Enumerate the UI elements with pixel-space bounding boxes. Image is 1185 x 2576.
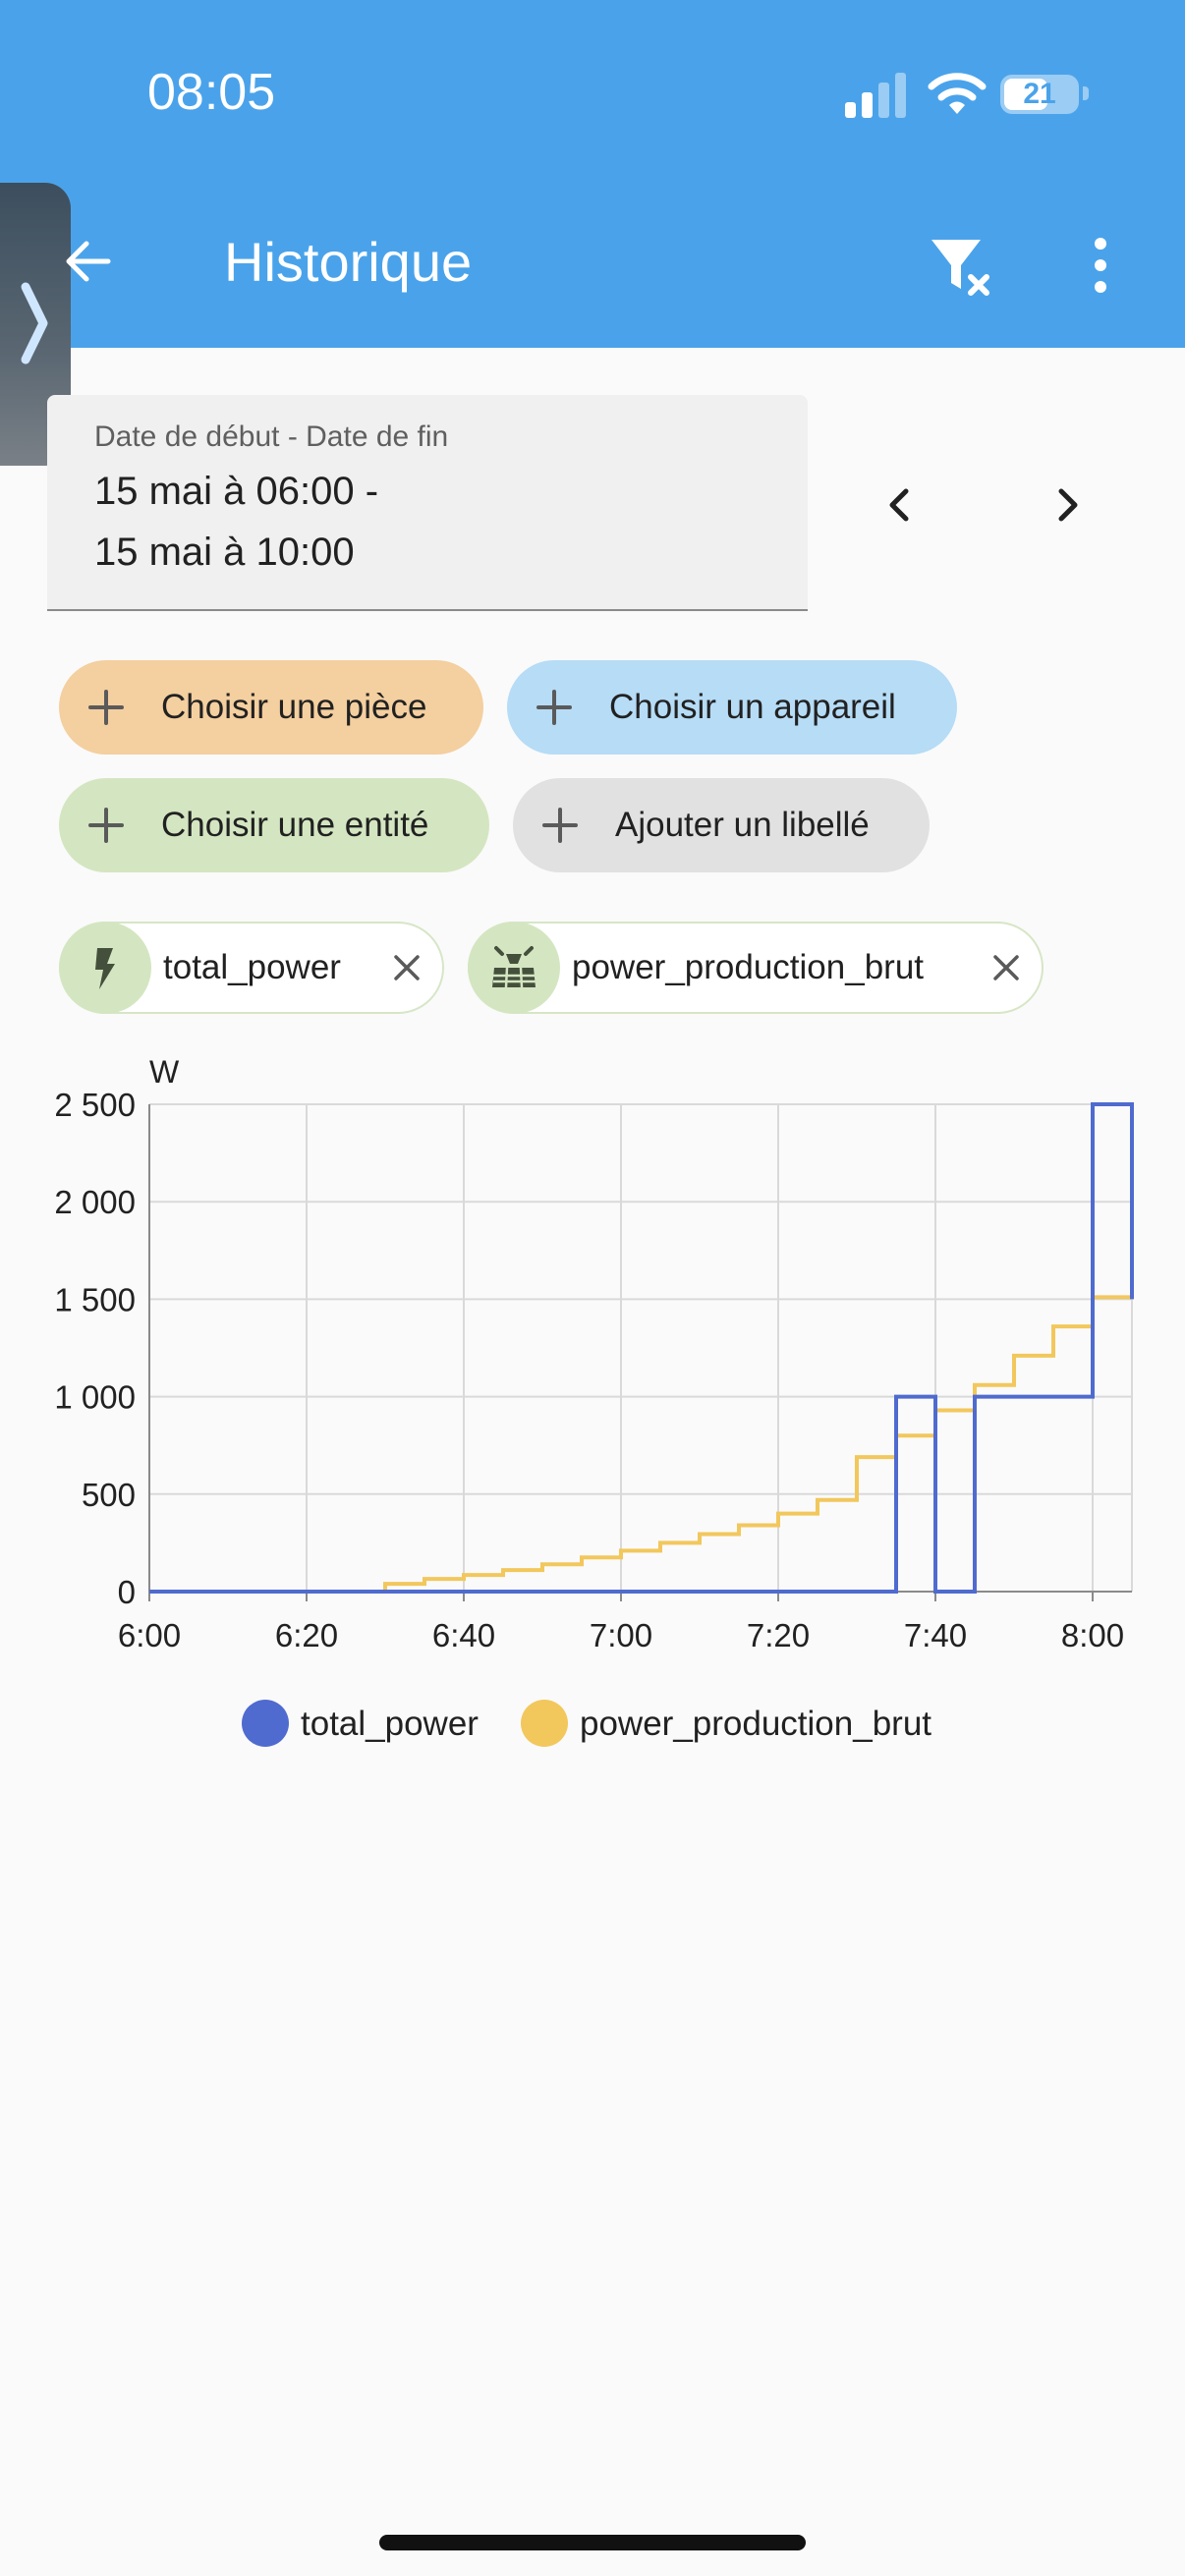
x-tick-label: 6:00 <box>118 1617 181 1653</box>
entity-chip-total-power[interactable]: total_power <box>59 922 444 1014</box>
battery-icon: 21 <box>1000 75 1079 114</box>
legend-item-total-power[interactable]: total_power <box>242 1692 497 1757</box>
plus-icon <box>88 808 124 843</box>
more-vertical-icon[interactable] <box>1081 236 1120 295</box>
date-range-end: 15 mai à 10:00 <box>94 531 355 574</box>
chart-legend: total_power power_production_brut <box>0 1692 1185 1757</box>
home-indicator <box>379 2535 806 2550</box>
series-line-total-power <box>149 1102 1134 1594</box>
battery-percent: 21 <box>1023 78 1056 110</box>
y-tick-label: 2 000 <box>54 1184 136 1220</box>
status-time: 08:05 <box>147 64 276 121</box>
filter-remove-icon[interactable] <box>924 234 996 299</box>
signal-icon <box>845 73 906 118</box>
entity-name: total_power <box>163 948 341 986</box>
next-period-button[interactable] <box>1040 477 1095 532</box>
x-tick-label: 7:40 <box>904 1617 967 1653</box>
back-arrow-icon[interactable] <box>59 232 118 291</box>
legend-item-power-production-brut[interactable]: power_production_brut <box>521 1692 953 1757</box>
date-range-start: 15 mai à 06:00 - <box>94 470 379 513</box>
solar-panel-icon <box>492 946 536 988</box>
add-label-chip[interactable]: Ajouter un libellé <box>513 778 930 872</box>
choose-entity-label: Choisir une entité <box>161 806 429 844</box>
choose-area-label: Choisir une pièce <box>161 688 427 726</box>
y-tick-label: 2 500 <box>54 1087 136 1123</box>
choose-device-chip[interactable]: Choisir un appareil <box>507 660 957 755</box>
plus-icon <box>536 690 572 725</box>
legend-label: power_production_brut <box>580 1705 932 1743</box>
entity-name: power_production_brut <box>572 948 925 986</box>
entity-avatar <box>59 922 151 1014</box>
y-axis-unit: W <box>149 1054 180 1090</box>
history-chart[interactable]: 0 500 1 000 1 500 2 000 2 500 6:00 6:20 6:40 7:00… <box>0 1041 1185 1788</box>
choose-entity-chip[interactable]: Choisir une entité <box>59 778 489 872</box>
add-label-label: Ajouter un libellé <box>615 806 870 844</box>
legend-label: total_power <box>301 1705 479 1743</box>
legend-swatch <box>521 1700 568 1747</box>
y-tick-label: 0 <box>118 1574 136 1610</box>
date-range-label: Date de début - Date de fin <box>94 420 449 453</box>
entity-avatar <box>468 922 560 1014</box>
x-tick-label: 6:20 <box>275 1617 338 1653</box>
series-line-power-production-brut <box>149 1267 1134 1594</box>
x-tick-label: 7:00 <box>590 1617 652 1653</box>
choose-area-chip[interactable]: Choisir une pièce <box>59 660 483 755</box>
date-range-picker[interactable]: Date de début - Date de fin 15 mai à 06:… <box>47 395 808 611</box>
close-icon[interactable] <box>990 952 1022 983</box>
y-tick-label: 1 500 <box>54 1281 136 1317</box>
page-title: Historique <box>224 231 473 293</box>
battery-cap <box>1083 86 1089 100</box>
y-tick-label: 1 000 <box>54 1379 136 1416</box>
entity-chip-power-production-brut[interactable]: power_production_brut <box>468 922 1044 1014</box>
x-tick-label: 7:20 <box>747 1617 810 1653</box>
app-header <box>0 0 1185 348</box>
legend-swatch <box>242 1700 289 1747</box>
lightning-bolt-icon <box>95 948 115 989</box>
plus-icon <box>88 690 124 725</box>
x-tick-label: 6:40 <box>432 1617 495 1653</box>
plus-icon <box>542 808 578 843</box>
y-tick-label: 500 <box>82 1477 136 1513</box>
wifi-icon <box>928 73 987 114</box>
x-tick-label: 8:00 <box>1061 1617 1124 1653</box>
choose-device-label: Choisir un appareil <box>609 688 896 726</box>
chevron-right-icon <box>21 282 48 364</box>
previous-period-button[interactable] <box>873 477 928 532</box>
close-icon[interactable] <box>391 952 423 983</box>
battery-level <box>1004 79 1047 110</box>
